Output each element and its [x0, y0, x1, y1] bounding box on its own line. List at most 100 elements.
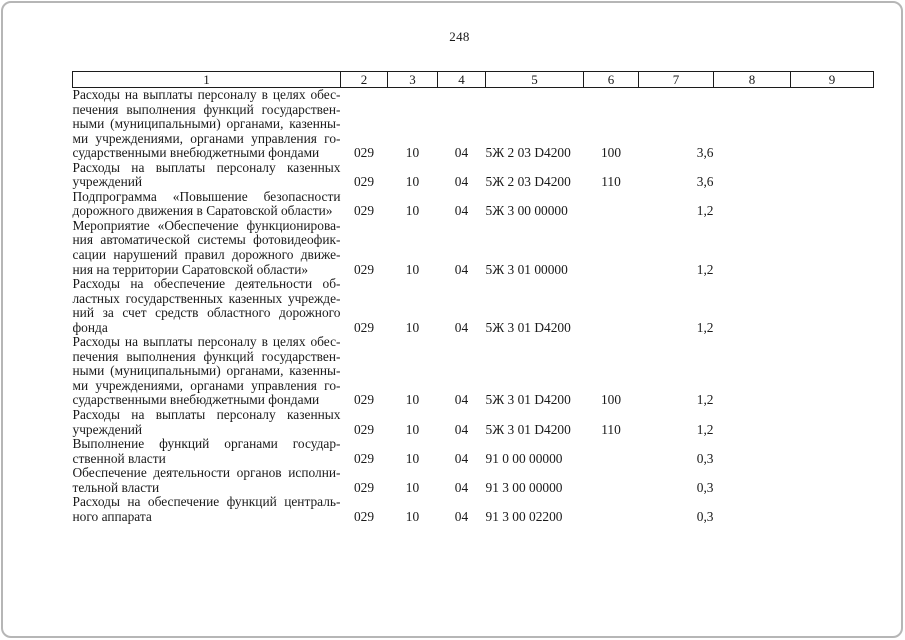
- cell-col-9: [791, 335, 874, 408]
- row-description: Расходы на выплаты персоналу казенных учр…: [72, 407, 341, 437]
- table-row: Расходы на выплаты персоналу в целях обе…: [72, 87, 874, 161]
- cell-col-6: 110: [601, 421, 621, 437]
- description-line: печения выполнения функций государствен-: [72, 348, 341, 364]
- description-line: ными (муниципальными) органами, казенны-: [72, 116, 341, 132]
- row-description: Расходы на выплаты персоналу в целях обе…: [73, 335, 341, 408]
- description-line: Расходы на обеспечение функций централь-: [72, 494, 341, 510]
- description-line: печения выполнения функций государствен-: [72, 101, 341, 117]
- cell-col-5: 5Ж 3 00 00000: [485, 203, 568, 219]
- description-line: Обеспечение деятельности органов исполни…: [72, 465, 341, 481]
- cell-col-2: 029: [353, 450, 375, 466]
- cell-col-8: [714, 161, 791, 190]
- cell-col-8: [714, 88, 791, 161]
- column-header: 4: [437, 71, 486, 88]
- cell-col-2: 029: [353, 508, 375, 524]
- cell-col-9: [791, 495, 874, 524]
- cell-col-5: 91 3 00 00000: [485, 479, 563, 495]
- description-line: Расходы на выплаты персоналу казенных: [72, 159, 341, 175]
- cell-col-7: 0,3: [696, 450, 714, 466]
- cell-col-8: [714, 335, 791, 408]
- cell-col-7: 1,2: [696, 421, 714, 437]
- cell-col-2: 029: [353, 261, 375, 277]
- cell-col-3: 10: [405, 261, 420, 277]
- cell-col-6: [584, 190, 639, 219]
- column-header: 7: [638, 71, 714, 88]
- row-description: Расходы на выплаты персоналу в целях обе…: [72, 87, 341, 161]
- cell-col-7: 3,6: [696, 145, 714, 161]
- description-line: сации нарушений правил дорожного движе-: [72, 247, 341, 263]
- cell-col-3: 10: [405, 508, 420, 524]
- description-line: Расходы на обеспечение деятельности об-: [72, 276, 341, 292]
- cell-col-5: 5Ж 3 01 D4200: [485, 319, 571, 335]
- cell-col-7: 1,2: [696, 203, 714, 219]
- description-line: Расходы на выплаты персоналу казенных: [72, 407, 341, 423]
- row-description: Подпрограмма «Повышение безопасности доро…: [72, 189, 341, 219]
- table-row: Расходы на выплаты персоналу в целях обе…: [73, 335, 874, 408]
- cell-col-4: 04: [454, 203, 469, 219]
- cell-col-2: 029: [353, 203, 375, 219]
- description-line: ния на территории Саратовской области»: [72, 261, 309, 277]
- cell-col-7: 0,3: [696, 479, 714, 495]
- cell-col-8: [714, 277, 791, 335]
- table-row: Расходы на обеспечение функций централь-…: [73, 495, 874, 524]
- cell-col-8: [714, 495, 791, 524]
- cell-col-7: 1,2: [696, 392, 714, 408]
- cell-col-3: 10: [405, 319, 420, 335]
- cell-col-6: [584, 437, 639, 466]
- row-description: Расходы на обеспечение функций централь-…: [73, 495, 341, 524]
- description-line: учреждений: [72, 174, 143, 190]
- cell-col-4: 04: [454, 392, 469, 408]
- row-description: Обеспечение деятельности органов исполни…: [73, 466, 341, 495]
- table-row: Подпрограмма «Повышение безопасности доро…: [72, 189, 874, 219]
- page-number: 248: [449, 29, 470, 44]
- cell-col-4: 04: [454, 479, 469, 495]
- cell-col-7: 1,2: [696, 261, 714, 277]
- cell-col-5: 5Ж 3 01 00000: [485, 261, 568, 277]
- cell-col-3: 10: [405, 145, 420, 161]
- cell-col-8: [714, 466, 791, 495]
- cell-col-4: 04: [454, 174, 469, 190]
- description-line: Расходы на выплаты персоналу в целях обе…: [72, 87, 341, 102]
- cell-col-8: [714, 219, 791, 277]
- description-line: тельной власти: [72, 479, 160, 495]
- cell-col-6: [584, 219, 639, 277]
- cell-col-7: 0,3: [696, 508, 714, 524]
- row-description: Расходы на обеспечение деятельности об-л…: [73, 277, 341, 335]
- cell-col-9: [791, 161, 874, 190]
- cell-col-9: [791, 466, 874, 495]
- description-line: ми учреждениями, органами управления го-: [72, 130, 341, 146]
- description-line: сударственными внебюджетными фондами: [72, 392, 320, 408]
- cell-col-4: 04: [454, 145, 469, 161]
- cell-col-4: 04: [454, 319, 469, 335]
- column-header: 2: [340, 71, 388, 88]
- cell-col-2: 029: [353, 145, 375, 161]
- cell-col-6: [584, 277, 639, 335]
- cell-col-2: 029: [353, 174, 375, 190]
- cell-col-9: [791, 437, 874, 466]
- column-header: 8: [713, 71, 791, 88]
- cell-col-4: 04: [454, 450, 469, 466]
- cell-col-6: [584, 466, 639, 495]
- cell-col-6: 100: [600, 145, 622, 161]
- description-line: Расходы на выплаты персоналу в целях обе…: [72, 334, 341, 350]
- cell-col-6: 100: [600, 392, 622, 408]
- cell-col-5: 5Ж 2 03 D4200: [485, 145, 571, 161]
- description-line: дорожного движения в Саратовской области…: [72, 203, 333, 219]
- description-line: ластных государственных казенных учрежде…: [72, 290, 341, 306]
- cell-col-4: 04: [454, 508, 469, 524]
- cell-col-6: [584, 495, 639, 524]
- table-body: Расходы на выплаты персоналу в целях обе…: [72, 87, 874, 525]
- cell-col-4: 04: [454, 421, 469, 437]
- cell-col-3: 10: [405, 203, 420, 219]
- description-line: ного аппарата: [72, 508, 152, 524]
- table-row: Расходы на выплаты персоналу казенных учр…: [72, 407, 874, 437]
- cell-col-2: 029: [353, 421, 375, 437]
- cell-col-5: 91 0 00 00000: [485, 450, 563, 466]
- description-line: ными (муниципальными) органами, казенны-: [72, 363, 341, 379]
- cell-col-9: [791, 190, 874, 219]
- cell-col-9: [791, 219, 874, 277]
- column-header: 3: [387, 71, 438, 88]
- table-row: Мероприятие «Обеспечение функционирова-н…: [72, 218, 874, 277]
